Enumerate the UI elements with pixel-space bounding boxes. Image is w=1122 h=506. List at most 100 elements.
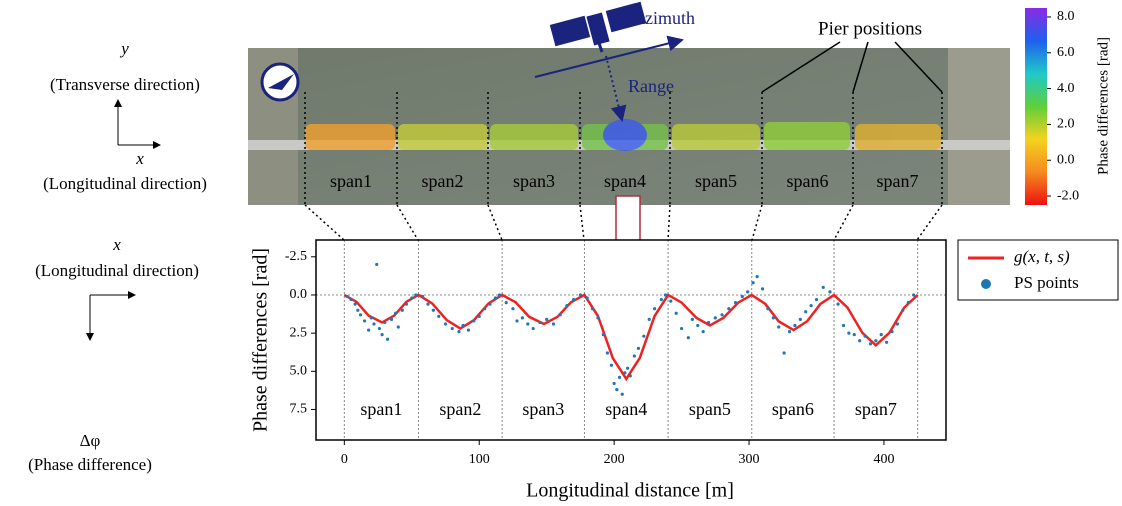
ps-point [383, 320, 387, 325]
ps-point [679, 326, 684, 331]
ps-point [558, 313, 562, 317]
ps-point [596, 316, 600, 320]
axis-desc: (Longitudinal direction) [35, 261, 199, 280]
span-label: span3 [513, 171, 555, 191]
ps-point [733, 300, 738, 305]
ps-point [863, 334, 867, 338]
ps-point [771, 316, 775, 320]
ps-point [777, 325, 781, 329]
ps-point [377, 326, 382, 331]
ps-point [483, 307, 487, 311]
ps-point [809, 304, 813, 308]
ps-point [787, 330, 792, 334]
ps-point [565, 304, 569, 308]
ps-point [443, 322, 448, 326]
y-tick-label: 0.0 [290, 287, 308, 302]
ps-point [362, 319, 367, 323]
colorbar-tick-label: 8.0 [1057, 9, 1075, 24]
colorbar-tick-label: -2.0 [1057, 188, 1079, 203]
ps-point [612, 381, 616, 386]
axis-letter: x [135, 149, 144, 168]
azimuth-arrow [534, 35, 684, 78]
ps-point [493, 296, 498, 300]
ps-point [609, 363, 614, 367]
ps-point [601, 333, 605, 337]
ps-point [369, 316, 373, 320]
image-span-labels: span1 span2 span3 span4 span5 span6 span7 [330, 171, 919, 191]
ps-point [590, 307, 595, 311]
ps-point [349, 297, 353, 302]
azimuth-label: Azimuth [632, 8, 695, 28]
span-label: span1 [330, 171, 372, 191]
ps-point [511, 307, 515, 311]
ps-point [497, 293, 502, 297]
ps-point [653, 307, 657, 311]
ps-point [701, 330, 705, 334]
ps-point [620, 392, 624, 396]
ps-point [751, 281, 755, 285]
ps-point [375, 262, 379, 267]
ps-point [847, 331, 851, 335]
ps-point [706, 320, 711, 325]
pier-pointers [761, 41, 943, 93]
x-tick-label: 300 [739, 452, 760, 467]
ps-point [696, 323, 700, 328]
y-tick-label: 2.5 [290, 325, 308, 340]
x-tick-label: 100 [469, 452, 490, 467]
range-label: Range [628, 76, 674, 96]
colorbar: -2.0 0.0 2.0 4.0 6.0 8.0 Phase differences [ra… [1025, 8, 1111, 205]
ps-point [545, 317, 549, 321]
ps-point [793, 323, 797, 328]
ps-point [720, 313, 724, 317]
axis-desc: (Longitudinal direction) [43, 174, 207, 193]
legend-label: g(x, t, s) [1014, 247, 1070, 266]
ps-point [760, 287, 765, 291]
ps-point [912, 293, 916, 297]
ps-point [380, 333, 384, 337]
ps-point [400, 308, 404, 312]
ps-point [389, 317, 394, 321]
plot-frame [315, 239, 947, 441]
satellite-image [248, 48, 1010, 205]
ps-point [457, 330, 461, 334]
ps-point [466, 328, 471, 332]
range-arrow [605, 55, 627, 122]
ps-point [461, 323, 465, 328]
connectors [304, 204, 943, 241]
colorbar-tick-label: 6.0 [1057, 45, 1075, 60]
legend-label: PS points [1014, 273, 1079, 292]
plot-area [316, 240, 946, 440]
ps-point [636, 346, 641, 350]
ps-point [686, 336, 690, 340]
ps-point [669, 299, 673, 303]
pier-label: Pier positions [818, 18, 922, 39]
ps-point [617, 375, 622, 380]
span-label: span6 [787, 171, 829, 191]
ps-point [659, 297, 663, 302]
ps-point [852, 333, 856, 337]
ps-point [504, 300, 508, 305]
ps-point [798, 317, 802, 321]
axis-letter: y [119, 39, 129, 58]
ps-point [626, 366, 630, 370]
ps-point [515, 319, 519, 323]
ps-point [356, 308, 360, 312]
compass-needle [268, 74, 294, 90]
ps-point [372, 322, 376, 326]
x-tick-label: 200 [604, 452, 625, 467]
ps-point [572, 297, 576, 302]
y-axis-label: Phase differences [rad] [250, 248, 272, 432]
ps-point [404, 302, 408, 306]
ps-point [358, 313, 363, 317]
ps-point [836, 302, 840, 306]
ps-point [713, 316, 717, 320]
ps-point [585, 296, 589, 300]
ps-point [605, 351, 609, 355]
legend-dot [981, 279, 991, 289]
ps-point [890, 330, 894, 334]
ps-point [740, 294, 744, 299]
ps-point [396, 325, 400, 329]
ps-point [345, 294, 349, 299]
ps-point [520, 316, 525, 320]
